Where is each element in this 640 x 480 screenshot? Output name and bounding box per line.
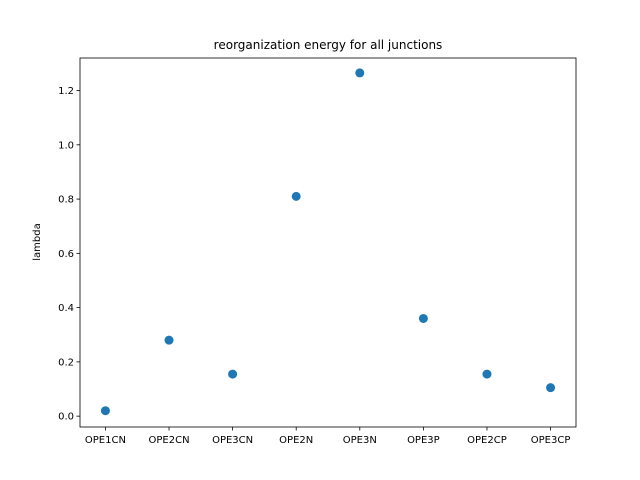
- x-tick-label: OPE3P: [407, 435, 440, 446]
- y-tick-label: 0.6: [58, 249, 74, 260]
- data-point: [100, 406, 110, 416]
- x-tick-label: OPE3CN: [212, 435, 253, 446]
- data-point: [164, 335, 174, 345]
- y-tick-label: 0.0: [58, 412, 74, 423]
- chart-title: reorganization energy for all junctions: [214, 38, 443, 52]
- y-tick-label: 0.8: [58, 195, 74, 206]
- x-tick-label: OPE2CP: [467, 435, 507, 446]
- x-tick-label: OPE2CN: [149, 435, 190, 446]
- plot-area: 0.0 0.2 0.4 0.6 0.8 1.0 1.2 OPE1CN OPE2CN OPE3CN O…: [58, 57, 577, 446]
- data-point: [418, 313, 428, 323]
- data-point: [355, 68, 365, 78]
- x-tick-label: OPE3N: [343, 435, 377, 446]
- x-tick-label: OPE1CN: [85, 435, 126, 446]
- y-tick-label: 0.2: [58, 357, 74, 368]
- x-tick-label: OPE3CP: [531, 435, 571, 446]
- y-tick-label: 0.4: [58, 303, 74, 314]
- x-tick-label: OPE2N: [279, 435, 313, 446]
- y-tick-label: 1.2: [58, 86, 74, 97]
- data-point: [291, 191, 301, 201]
- y-axis-label: lambda: [32, 223, 43, 260]
- data-point: [228, 369, 238, 379]
- data-point: [482, 369, 492, 379]
- data-point: [546, 383, 556, 393]
- y-tick-label: 1.0: [58, 140, 74, 151]
- axes-frame: [79, 57, 577, 428]
